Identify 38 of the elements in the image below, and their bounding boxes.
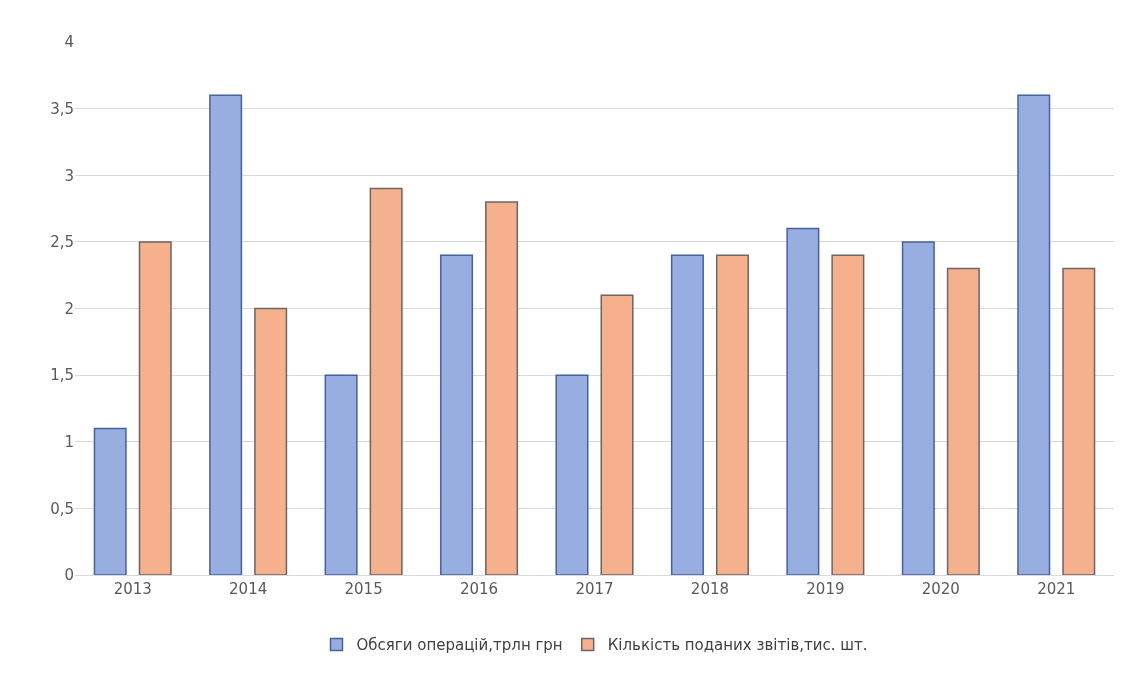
bar [715,254,749,575]
bar [324,374,358,575]
bar [369,187,403,575]
y-tick-label: 1 [64,433,74,451]
y-tick-label: 2,5 [50,233,74,252]
bar [209,94,243,575]
bar [901,241,935,575]
bar [1062,267,1096,575]
bar [485,201,519,575]
bar [946,267,980,575]
bar [138,241,172,575]
bar [440,254,474,575]
x-tick-label: 2017 [575,580,614,598]
bar [786,227,820,575]
y-tick-label: 2 [64,299,74,318]
x-tick-label: 2018 [690,580,730,598]
legend-label: Кількість поданих звітів,тис. шт. [607,636,868,655]
x-tick-label: 2021 [1037,580,1076,598]
bar [831,254,865,575]
x-tick-label: 2015 [344,580,383,598]
x-tick-label: 2016 [459,580,499,598]
bar [254,307,288,575]
x-tick-label: 2014 [229,580,268,598]
y-tick-label: 4 [64,33,74,52]
x-tick-label: 2019 [806,580,845,598]
x-tick-label: 2013 [113,580,152,598]
bar [1017,94,1051,575]
bar [555,374,589,575]
bar [600,294,634,575]
y-tick-label: 1,5 [50,366,74,385]
x-tick-label: 2020 [921,580,960,598]
y-tick-label: 0,5 [50,499,74,518]
y-tick-label: 0 [64,566,74,585]
y-tick-label: 3,5 [50,99,74,118]
bar [670,254,704,575]
bar [93,427,127,575]
y-tick-label: 3 [64,166,74,185]
legend-label: Обсяги операцій,трлн грн [356,636,563,655]
